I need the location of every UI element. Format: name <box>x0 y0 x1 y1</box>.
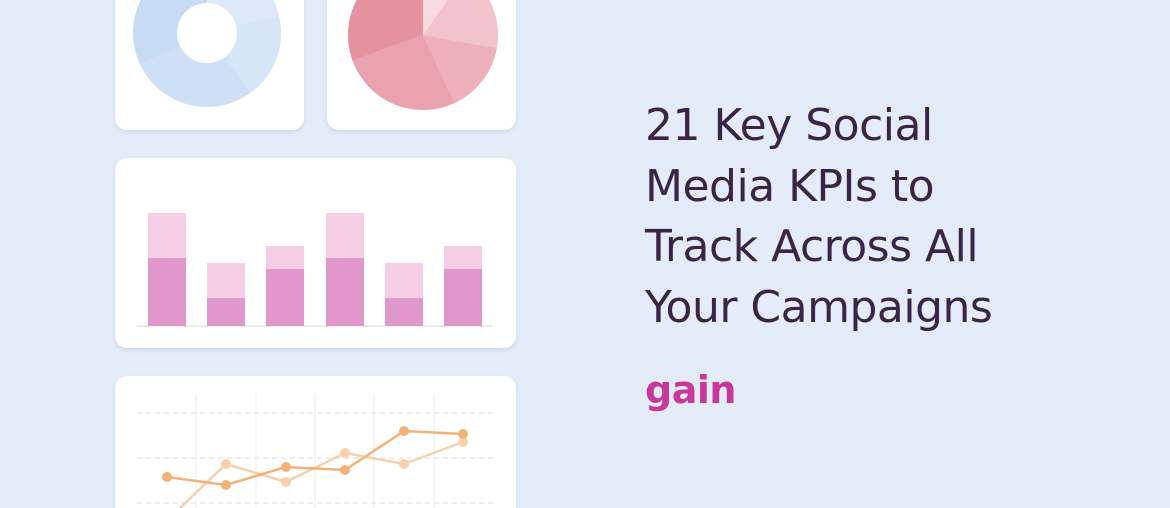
logo: gain <box>645 368 736 412</box>
pie <box>348 0 499 111</box>
line-illustration <box>137 394 494 508</box>
donut <box>133 0 281 107</box>
illustration <box>115 0 516 508</box>
headline: 21 Key Social Media KPIs to Track Across… <box>645 96 993 338</box>
headline-line: Media KPIs to <box>645 160 935 212</box>
headline-line: Track Across All <box>645 221 979 272</box>
headline-line: 21 Key Social <box>645 100 933 151</box>
bar-illustration <box>137 213 492 327</box>
headline-line: Your Campaigns <box>645 281 993 333</box>
